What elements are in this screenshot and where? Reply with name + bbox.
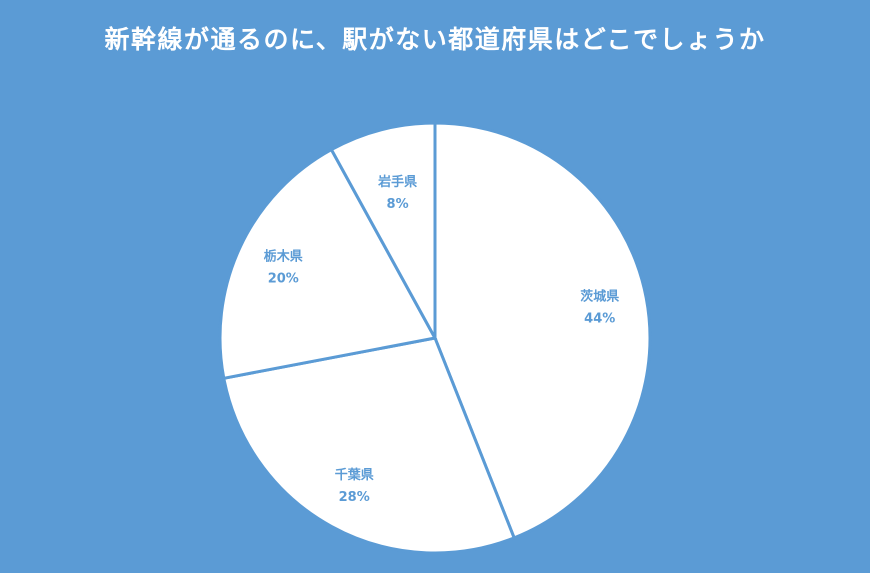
slice-category-label: 栃木県 (264, 249, 303, 265)
slice-value-label: 28% (339, 490, 370, 505)
slice-value-label: 20% (268, 272, 299, 287)
chart-title: 新幹線が通るのに、駅がない都道府県はどこでしょうか (104, 25, 766, 54)
pie-slice-栃木県 (218, 147, 438, 381)
slice-value-label: 8% (387, 197, 409, 212)
pie-slice-岩手県 (329, 121, 437, 339)
slice-category-label: 千葉県 (335, 467, 374, 483)
slice-category-label: 岩手県 (377, 174, 417, 190)
slice-value-label: 44% (584, 312, 615, 327)
pie-slice-千葉県 (222, 336, 517, 555)
pie-slice-茨城県 (433, 121, 652, 540)
slice-category-label: 茨城県 (580, 289, 619, 305)
